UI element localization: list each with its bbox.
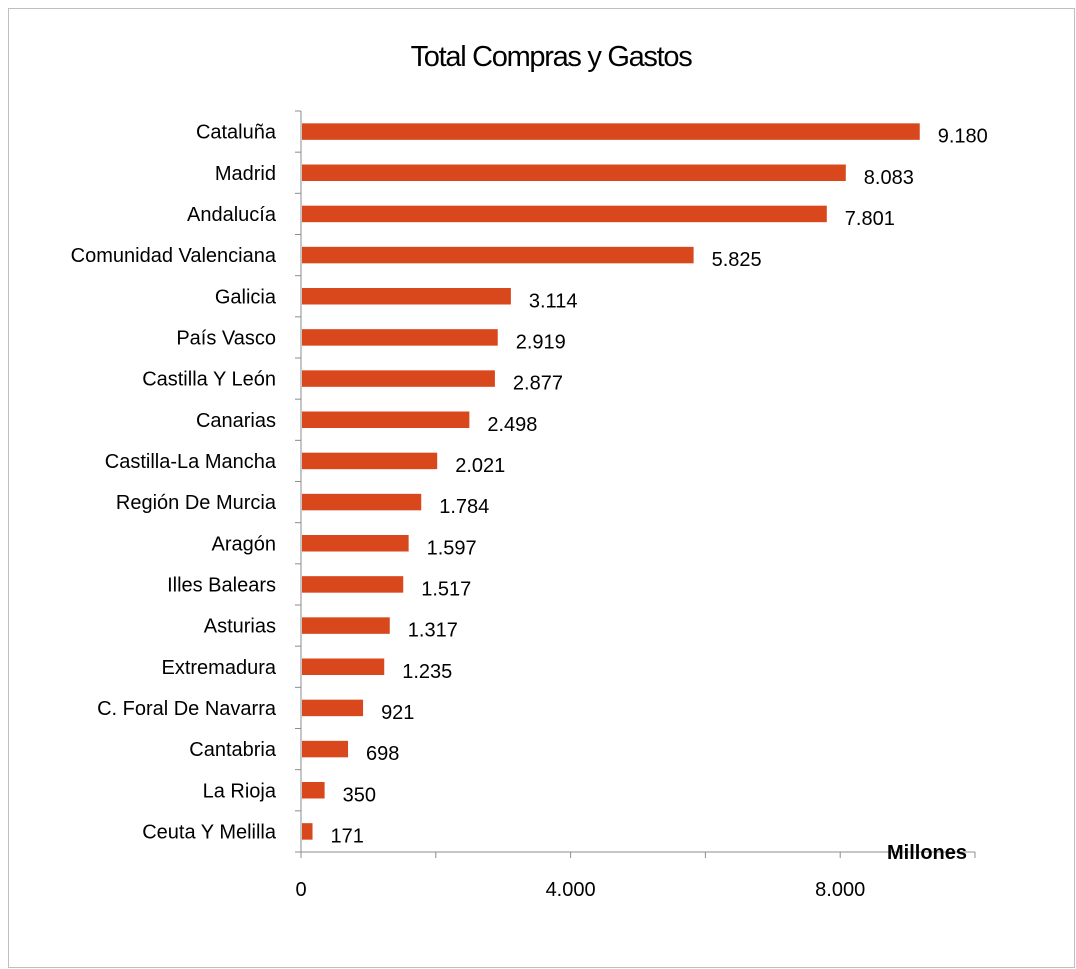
chart-title: Total Compras y Gastos	[411, 41, 693, 73]
value-label: 2.877	[513, 373, 563, 395]
category-label: Galicia	[215, 286, 277, 308]
category-label: Asturias	[204, 616, 276, 638]
category-label: Madrid	[215, 163, 276, 185]
bar	[302, 370, 495, 387]
bar	[302, 823, 313, 840]
unit-label: Millones	[887, 842, 967, 864]
bar	[302, 452, 438, 470]
category-labels: Cataluña Madrid Andalucía Comunidad Valenci…	[71, 122, 277, 844]
category-label: Aragón	[212, 533, 277, 555]
x-tick-label: 8.000	[815, 879, 865, 901]
category-label: Canarias	[196, 410, 276, 432]
x-tick-label: 4.000	[546, 879, 596, 901]
category-label: Ceuta Y Melilla	[142, 821, 277, 843]
bar	[302, 658, 385, 675]
category-label: Región De Murcia	[116, 492, 277, 514]
bar	[302, 123, 920, 140]
bar	[302, 493, 422, 511]
bar-chart: Total Compras y Gastos Cataluña Madrid And…	[71, 41, 988, 901]
category-label: Cataluña	[196, 122, 277, 144]
bar	[302, 740, 349, 758]
bar	[302, 411, 470, 428]
value-label: 8.083	[864, 167, 914, 189]
value-label: 3.114	[529, 290, 578, 312]
value-label: 7.801	[845, 208, 895, 230]
value-label: 1.235	[402, 661, 452, 683]
value-label: 2.021	[455, 455, 505, 477]
category-label: Castilla-La Mancha	[105, 451, 277, 473]
value-label: 171	[331, 825, 364, 847]
bars	[302, 123, 920, 840]
bar	[302, 288, 511, 305]
value-label: 5.825	[712, 249, 762, 271]
bar	[302, 699, 364, 717]
bar	[302, 617, 390, 634]
category-label: Castilla Y León	[142, 369, 276, 391]
category-label: Cantabria	[189, 739, 277, 761]
value-label: 1.517	[421, 578, 471, 600]
value-label: 1.317	[408, 620, 458, 642]
value-label: 2.498	[487, 414, 537, 436]
bar	[302, 782, 325, 799]
bar	[302, 576, 404, 593]
category-label: Comunidad Valenciana	[71, 245, 277, 267]
value-label: 698	[366, 743, 399, 765]
category-label: País Vasco	[176, 327, 276, 349]
bar	[302, 535, 409, 552]
value-label: 1.597	[427, 537, 477, 559]
axes	[295, 110, 976, 858]
value-label: 350	[343, 784, 376, 806]
value-label: 921	[381, 702, 414, 724]
chart-frame: Total Compras y Gastos Cataluña Madrid And…	[8, 8, 1075, 968]
bar	[302, 329, 498, 346]
value-label: 2.919	[516, 331, 566, 353]
value-labels: 9.180 8.083 7.801 5.825 3.114 2.919 2.877 2.498…	[331, 126, 988, 848]
value-label: 9.180	[938, 126, 988, 148]
category-label: Illes Balears	[167, 574, 276, 596]
category-label: C. Foral De Navarra	[97, 698, 277, 720]
category-label: Extremadura	[162, 657, 277, 679]
value-label: 1.784	[439, 496, 489, 518]
x-tick-label: 0	[295, 879, 306, 901]
category-label: La Rioja	[203, 780, 277, 802]
x-tick-labels: 0 4.000 8.000	[295, 879, 865, 901]
bar	[302, 205, 827, 223]
category-label: Andalucía	[187, 204, 277, 226]
bar	[302, 164, 846, 181]
bar	[302, 246, 694, 264]
